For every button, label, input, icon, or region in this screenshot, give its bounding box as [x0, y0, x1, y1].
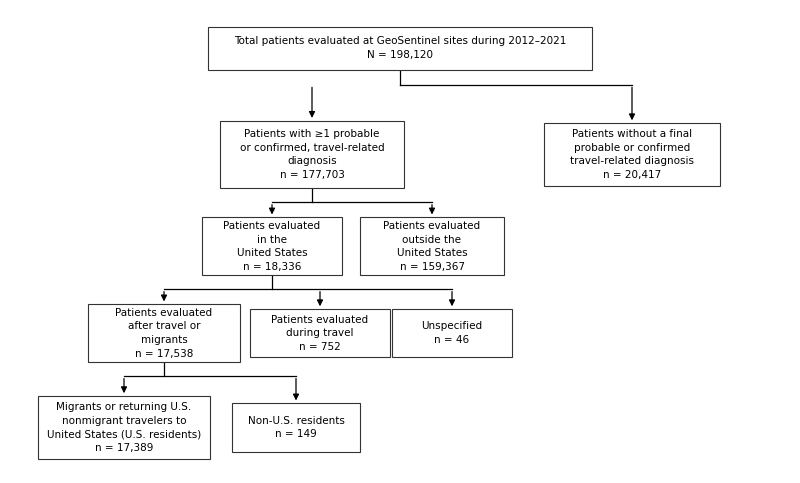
FancyBboxPatch shape — [232, 403, 360, 452]
FancyBboxPatch shape — [202, 217, 342, 275]
FancyBboxPatch shape — [544, 123, 720, 186]
FancyBboxPatch shape — [392, 309, 512, 357]
Text: Patients with ≥1 probable
or confirmed, travel-related
diagnosis
n = 177,703: Patients with ≥1 probable or confirmed, … — [240, 129, 384, 180]
Text: Patients evaluated
in the
United States
n = 18,336: Patients evaluated in the United States … — [223, 221, 321, 272]
Text: Patients evaluated
outside the
United States
n = 159,367: Patients evaluated outside the United St… — [383, 221, 481, 272]
FancyBboxPatch shape — [208, 27, 592, 70]
Text: Patients without a final
probable or confirmed
travel-related diagnosis
n = 20,4: Patients without a final probable or con… — [570, 129, 694, 180]
FancyBboxPatch shape — [38, 396, 210, 459]
FancyBboxPatch shape — [88, 304, 240, 362]
Text: Total patients evaluated at GeoSentinel sites during 2012–2021
N = 198,120: Total patients evaluated at GeoSentinel … — [234, 37, 566, 60]
Text: Unspecified
n = 46: Unspecified n = 46 — [422, 322, 482, 345]
FancyBboxPatch shape — [250, 309, 390, 357]
Text: Patients evaluated
after travel or
migrants
n = 17,538: Patients evaluated after travel or migra… — [115, 308, 213, 359]
Text: Patients evaluated
during travel
n = 752: Patients evaluated during travel n = 752 — [271, 314, 369, 352]
FancyBboxPatch shape — [360, 217, 504, 275]
FancyBboxPatch shape — [220, 121, 404, 188]
Text: Non-U.S. residents
n = 149: Non-U.S. residents n = 149 — [247, 416, 345, 439]
Text: Migrants or returning U.S.
nonmigrant travelers to
United States (U.S. residents: Migrants or returning U.S. nonmigrant tr… — [47, 402, 201, 453]
